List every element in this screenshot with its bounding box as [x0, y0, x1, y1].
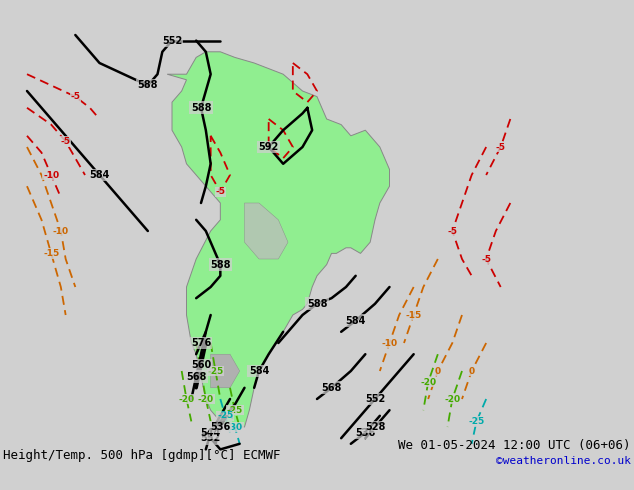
Polygon shape: [210, 354, 240, 388]
Text: 584: 584: [89, 170, 110, 180]
Text: 560: 560: [191, 361, 211, 370]
Text: -10: -10: [382, 339, 398, 347]
Text: -5: -5: [448, 226, 457, 236]
Text: -25: -25: [217, 411, 233, 420]
Text: 588: 588: [210, 260, 231, 270]
Text: 592: 592: [259, 142, 279, 152]
Text: 588: 588: [138, 80, 158, 90]
Polygon shape: [245, 203, 288, 259]
Text: 552: 552: [162, 36, 182, 46]
Text: ©weatheronline.co.uk: ©weatheronline.co.uk: [496, 456, 631, 466]
Text: -5: -5: [70, 92, 81, 101]
Text: -30: -30: [227, 422, 243, 432]
Text: 584: 584: [249, 366, 269, 376]
Text: 568: 568: [186, 371, 206, 382]
Text: -5: -5: [216, 187, 225, 196]
Text: Height/Temp. 500 hPa [gdmp][°C] ECMWF: Height/Temp. 500 hPa [gdmp][°C] ECMWF: [3, 449, 280, 462]
Text: 552: 552: [365, 394, 385, 404]
Text: -5: -5: [496, 143, 506, 151]
Text: -15: -15: [406, 311, 422, 319]
Text: 536: 536: [210, 422, 230, 432]
Text: -10: -10: [53, 226, 69, 236]
Text: 568: 568: [321, 383, 342, 393]
Text: 588: 588: [307, 299, 327, 309]
Text: 552: 552: [200, 433, 221, 443]
Text: -20: -20: [444, 394, 460, 403]
Text: -5: -5: [61, 137, 70, 146]
Text: 588: 588: [191, 103, 211, 113]
Text: -25: -25: [207, 367, 224, 375]
Text: 536: 536: [355, 428, 375, 438]
Text: -5: -5: [481, 254, 491, 264]
Text: 584: 584: [346, 316, 366, 325]
Text: -10: -10: [43, 171, 59, 179]
Polygon shape: [167, 52, 389, 427]
Text: -15: -15: [43, 249, 60, 258]
Text: 0: 0: [435, 367, 441, 375]
Text: -25: -25: [227, 406, 243, 415]
Text: -20: -20: [178, 394, 195, 403]
Text: 528: 528: [365, 422, 385, 432]
Text: We 01-05-2024 12:00 UTC (06+06): We 01-05-2024 12:00 UTC (06+06): [399, 439, 631, 452]
Text: -20: -20: [420, 378, 436, 387]
Text: 576: 576: [191, 338, 211, 348]
Text: -25: -25: [469, 417, 484, 426]
Text: 0: 0: [469, 367, 475, 375]
Text: -20: -20: [198, 394, 214, 403]
Text: 544: 544: [200, 428, 221, 438]
